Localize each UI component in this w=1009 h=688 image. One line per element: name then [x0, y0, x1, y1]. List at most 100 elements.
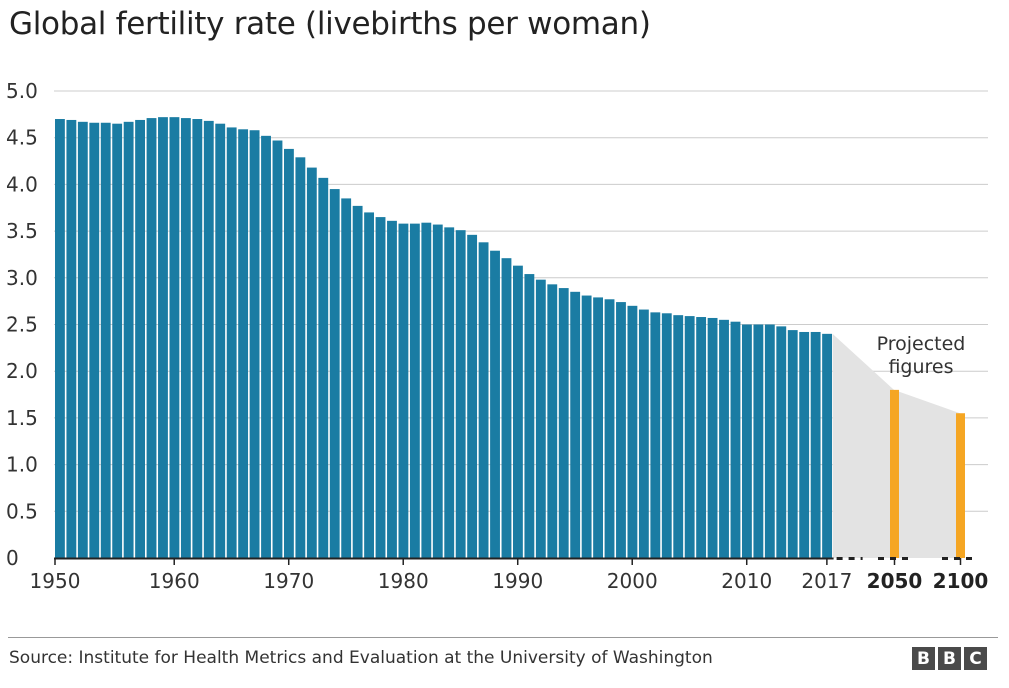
historical-bar [753, 324, 764, 558]
historical-bar [787, 330, 798, 558]
x-tick-label: 2017 [801, 569, 852, 593]
historical-bar [570, 291, 581, 558]
source-note: Source: Institute for Health Metrics and… [9, 648, 713, 668]
x-tick-label: 1980 [378, 569, 429, 593]
historical-bar [169, 117, 180, 558]
x-tick-label: 1950 [30, 569, 81, 593]
historical-bar [776, 326, 787, 558]
y-tick-label: 4.5 [6, 126, 38, 150]
historical-bar [799, 331, 810, 558]
historical-bar [730, 321, 741, 558]
historical-bar [135, 119, 145, 558]
historical-bar [387, 220, 397, 559]
historical-bar [524, 274, 535, 558]
chart-title: Global fertility rate (livebirths per wo… [9, 6, 651, 42]
historical-bar [581, 295, 592, 558]
x-tick-label: 2010 [721, 569, 772, 593]
historical-bar [742, 324, 752, 558]
bbc-logo-letter: B [912, 647, 935, 670]
historical-bar [696, 317, 707, 558]
historical-bar [764, 324, 775, 558]
historical-bar [306, 167, 317, 558]
historical-bar [226, 127, 237, 559]
projected-bar [956, 413, 965, 558]
x-tick-label: 2000 [607, 569, 658, 593]
historical-bar [432, 224, 443, 558]
y-tick-label: 2.5 [6, 313, 38, 337]
projected-tick-label: 2050 [867, 569, 923, 593]
historical-bar [490, 250, 500, 559]
historical-bar [558, 288, 569, 558]
source-divider [8, 637, 998, 638]
historical-bar [112, 123, 123, 558]
historical-bar [513, 265, 523, 558]
y-axis-tick-labels: 0 0.5 1.0 1.5 2.0 2.5 3.0 3.5 4.0 4.5 5.0 [6, 79, 38, 570]
historical-bar [272, 140, 283, 558]
y-tick-label: 0.5 [6, 499, 38, 523]
historical-bar [719, 319, 729, 558]
historical-bar [478, 242, 489, 559]
historical-bar [535, 279, 546, 558]
historical-bar [810, 331, 821, 558]
historical-bar [55, 119, 65, 559]
historical-bar [650, 312, 661, 558]
y-tick-label: 5.0 [6, 79, 38, 103]
historical-bar [661, 313, 672, 558]
y-tick-label: 1.0 [6, 453, 38, 477]
bbc-logo: B B C [912, 647, 987, 670]
x-tick-label: 1990 [492, 569, 543, 593]
y-tick-label: 3.5 [6, 219, 38, 243]
historical-bar [822, 333, 832, 558]
historical-bar [203, 120, 214, 558]
historical-bar [627, 305, 638, 558]
bbc-logo-letter: C [964, 647, 987, 670]
x-tick-label: 1960 [149, 569, 200, 593]
historical-bar [295, 157, 306, 558]
historical-bar [398, 223, 409, 559]
historical-bar [604, 299, 615, 558]
historical-bar [501, 258, 512, 558]
historical-bar [192, 119, 203, 559]
y-tick-label: 0 [6, 546, 19, 570]
historical-bar [238, 129, 249, 558]
historical-bar [261, 135, 271, 558]
projection-annotation-line-1: Projected [877, 333, 966, 355]
x-tick-label: 1970 [263, 569, 314, 593]
projected-bar [890, 389, 899, 558]
historical-bar [638, 309, 649, 558]
y-tick-label: 4.0 [6, 172, 38, 196]
historical-bar [364, 212, 374, 559]
y-tick-label: 3.0 [6, 266, 38, 290]
historical-bar [146, 118, 157, 558]
projection-annotation-line-2: figures [888, 356, 953, 378]
historical-bars [55, 117, 832, 559]
historical-bar [352, 205, 363, 558]
historical-bar [455, 230, 466, 558]
bbc-logo-letter: B [938, 647, 961, 670]
historical-bar [318, 177, 329, 558]
historical-bar [616, 302, 626, 558]
historical-bar [593, 297, 603, 558]
historical-bar [547, 284, 558, 558]
projected-bars [890, 389, 965, 558]
historical-bar [329, 189, 340, 558]
historical-bar [100, 122, 111, 559]
historical-bar [673, 315, 684, 558]
historical-bar [341, 198, 352, 558]
historical-bar [215, 123, 226, 558]
historical-bar [66, 119, 77, 558]
historical-bar [123, 121, 134, 559]
historical-bar [444, 227, 455, 558]
projected-tick-label: 2100 [933, 569, 989, 593]
historical-bar [89, 122, 100, 559]
x-axis-tick-labels: 1950 1960 1970 1980 1990 2000 2010 2017 2050 2100 [30, 558, 989, 593]
historical-bar [249, 130, 260, 558]
historical-bar [180, 118, 191, 558]
y-tick-label: 1.5 [6, 406, 38, 430]
historical-bar [77, 121, 88, 559]
historical-bar [707, 317, 718, 558]
historical-bar [158, 117, 168, 558]
historical-bar [684, 316, 695, 558]
historical-bar [284, 148, 294, 558]
y-tick-label: 2.0 [6, 359, 38, 383]
